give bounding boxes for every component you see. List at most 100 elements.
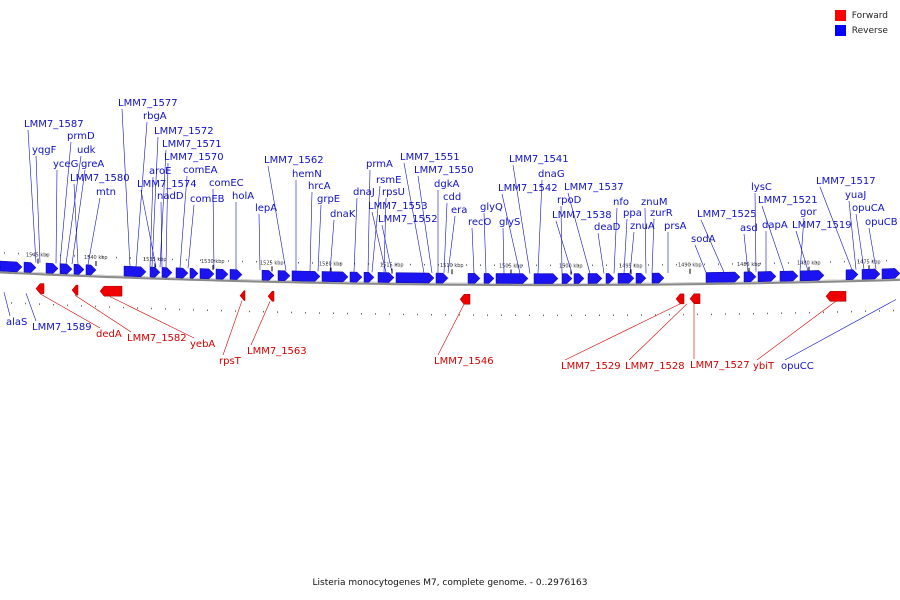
gene-label-ppa[interactable]: ppa bbox=[623, 208, 642, 219]
gene-label-rpst[interactable]: rpsT bbox=[219, 356, 242, 367]
gene-label-lmm7-1528[interactable]: LMM7_1528 bbox=[625, 361, 685, 372]
gene-label-prsa[interactable]: prsA bbox=[664, 221, 687, 232]
gene-label-lmm7-1525[interactable]: LMM7_1525 bbox=[697, 209, 757, 220]
gene-label-ybit[interactable]: ybiT bbox=[753, 361, 775, 372]
gene-label-lmm7-1517[interactable]: LMM7_1517 bbox=[816, 176, 876, 187]
gene-label-lmm7-1580[interactable]: LMM7_1580 bbox=[70, 173, 130, 184]
gene-label-lmm7-1563[interactable]: LMM7_1563 bbox=[247, 346, 307, 357]
gene-label-comec[interactable]: comEC bbox=[209, 178, 244, 189]
gene-label-lmm7-1582[interactable]: LMM7_1582 bbox=[127, 333, 187, 344]
reverse-gene-arrow[interactable] bbox=[495, 273, 529, 284]
reverse-gene-arrow[interactable] bbox=[635, 272, 647, 284]
gene-label-rbga[interactable]: rbgA bbox=[143, 111, 167, 122]
gene-label-glys[interactable]: glyS bbox=[499, 217, 520, 228]
reverse-gene-arrow[interactable] bbox=[561, 273, 573, 284]
gene-label-soda[interactable]: sodA bbox=[691, 234, 716, 245]
reverse-gene-arrow[interactable] bbox=[199, 268, 215, 280]
gene-label-dnaj[interactable]: dnaJ bbox=[353, 187, 375, 198]
gene-label-yceg[interactable]: yceG bbox=[53, 159, 78, 170]
gene-label-lmm7-1574[interactable]: LMM7_1574 bbox=[137, 179, 197, 190]
reverse-gene-arrow[interactable] bbox=[0, 260, 23, 273]
reverse-gene-arrow[interactable] bbox=[149, 266, 161, 278]
gene-label-dgka[interactable]: dgkA bbox=[434, 179, 459, 190]
reverse-gene-arrow[interactable] bbox=[73, 263, 85, 275]
gene-label-cdd[interactable]: cdd bbox=[443, 192, 461, 203]
gene-label-comea[interactable]: comEA bbox=[183, 165, 218, 176]
gene-label-nfo[interactable]: nfo bbox=[613, 197, 629, 208]
forward-gene-arrow[interactable] bbox=[267, 291, 275, 302]
gene-label-nadd[interactable]: nadD bbox=[157, 191, 184, 202]
reverse-gene-arrow[interactable] bbox=[395, 272, 435, 284]
forward-gene-arrow[interactable] bbox=[825, 291, 847, 302]
reverse-gene-arrow[interactable] bbox=[799, 270, 825, 282]
reverse-gene-arrow[interactable] bbox=[861, 268, 881, 280]
reverse-gene-arrow[interactable] bbox=[705, 271, 741, 283]
gene-label-prma[interactable]: prmA bbox=[366, 159, 393, 170]
gene-label-lmm7-1527[interactable]: LMM7_1527 bbox=[690, 360, 750, 371]
reverse-gene-arrow[interactable] bbox=[533, 273, 559, 284]
gene-label-lmm7-1550[interactable]: LMM7_1550 bbox=[414, 165, 474, 176]
gene-label-hemn[interactable]: hemN bbox=[292, 169, 322, 180]
reverse-gene-arrow[interactable] bbox=[573, 273, 585, 284]
gene-label-rpod[interactable]: rpoD bbox=[557, 195, 582, 206]
gene-label-dnak[interactable]: dnaK bbox=[330, 209, 356, 220]
gene-label-lmm7-1521[interactable]: LMM7_1521 bbox=[758, 195, 818, 206]
gene-label-gor[interactable]: gor bbox=[800, 207, 817, 218]
forward-gene-arrow[interactable] bbox=[239, 290, 246, 301]
gene-label-opucc[interactable]: opuCC bbox=[781, 361, 814, 372]
gene-label-rsme[interactable]: rsmE bbox=[376, 175, 401, 186]
gene-label-hola[interactable]: holA bbox=[232, 191, 254, 202]
reverse-gene-arrow[interactable] bbox=[291, 270, 321, 282]
gene-label-yqgf[interactable]: yqgF bbox=[32, 145, 57, 156]
gene-label-yuaj[interactable]: yuaJ bbox=[845, 190, 866, 201]
gene-label-lmm7-1551[interactable]: LMM7_1551 bbox=[400, 152, 460, 163]
gene-label-lmm7-1562[interactable]: LMM7_1562 bbox=[264, 155, 324, 166]
gene-label-dapa[interactable]: dapA bbox=[762, 220, 788, 231]
gene-label-comeb[interactable]: comEB bbox=[190, 194, 225, 205]
gene-label-aroe[interactable]: aroE bbox=[149, 166, 171, 177]
gene-label-lmm7-1589[interactable]: LMM7_1589 bbox=[32, 322, 92, 333]
reverse-gene-arrow[interactable] bbox=[215, 268, 229, 280]
gene-label-dnag[interactable]: dnaG bbox=[538, 169, 565, 180]
forward-gene-arrow[interactable] bbox=[35, 283, 45, 294]
reverse-gene-arrow[interactable] bbox=[349, 271, 363, 283]
reverse-gene-arrow[interactable] bbox=[757, 271, 777, 282]
reverse-gene-arrow[interactable] bbox=[587, 273, 603, 284]
gene-label-lmm7-1552[interactable]: LMM7_1552 bbox=[378, 214, 438, 225]
reverse-gene-arrow[interactable] bbox=[123, 265, 147, 278]
gene-label-era[interactable]: era bbox=[451, 205, 467, 216]
legend-forward[interactable]: Forward bbox=[834, 8, 888, 23]
gene-label-yeba[interactable]: yebA bbox=[190, 339, 215, 350]
gene-label-lmm7-1538[interactable]: LMM7_1538 bbox=[552, 210, 612, 221]
gene-label-lmm7-1529[interactable]: LMM7_1529 bbox=[561, 361, 621, 372]
gene-label-glyq[interactable]: glyQ bbox=[480, 202, 503, 213]
gene-label-asd[interactable]: asd bbox=[740, 223, 758, 234]
gene-label-alas[interactable]: alaS bbox=[6, 317, 27, 328]
gene-label-lmm7-1571[interactable]: LMM7_1571 bbox=[162, 139, 222, 150]
gene-label-znua[interactable]: znuA bbox=[630, 221, 655, 232]
gene-label-lmm7-1570[interactable]: LMM7_1570 bbox=[164, 152, 224, 163]
forward-gene-arrow[interactable] bbox=[689, 293, 701, 304]
gene-label-lmm7-1553[interactable]: LMM7_1553 bbox=[368, 201, 428, 212]
gene-label-rpsu[interactable]: rpsU bbox=[382, 187, 405, 198]
forward-gene-arrow[interactable] bbox=[675, 293, 685, 305]
reverse-gene-arrow[interactable] bbox=[85, 264, 97, 276]
gene-label-prmd[interactable]: prmD bbox=[67, 131, 95, 142]
reverse-gene-arrow[interactable] bbox=[377, 272, 395, 283]
gene-label-hrca[interactable]: hrcA bbox=[308, 181, 331, 192]
forward-gene-arrow[interactable] bbox=[99, 285, 123, 297]
reverse-gene-arrow[interactable] bbox=[23, 261, 37, 273]
legend-reverse[interactable]: Reverse bbox=[834, 23, 888, 38]
reverse-gene-arrow[interactable] bbox=[59, 263, 73, 275]
gene-label-grea[interactable]: greA bbox=[81, 159, 104, 170]
reverse-gene-arrow[interactable] bbox=[845, 269, 859, 281]
reverse-gene-arrow[interactable] bbox=[161, 267, 173, 278]
gene-label-dead[interactable]: deaD bbox=[594, 222, 621, 233]
reverse-gene-arrow[interactable] bbox=[435, 272, 449, 284]
gene-label-lmm7-1546[interactable]: LMM7_1546 bbox=[434, 356, 494, 367]
gene-label-lysc[interactable]: lysC bbox=[751, 182, 772, 193]
gene-label-lmm7-1587[interactable]: LMM7_1587 bbox=[24, 119, 84, 130]
reverse-gene-arrow[interactable] bbox=[189, 267, 199, 279]
forward-gene-arrow[interactable] bbox=[71, 284, 79, 296]
gene-label-lmm7-1537[interactable]: LMM7_1537 bbox=[564, 182, 624, 193]
